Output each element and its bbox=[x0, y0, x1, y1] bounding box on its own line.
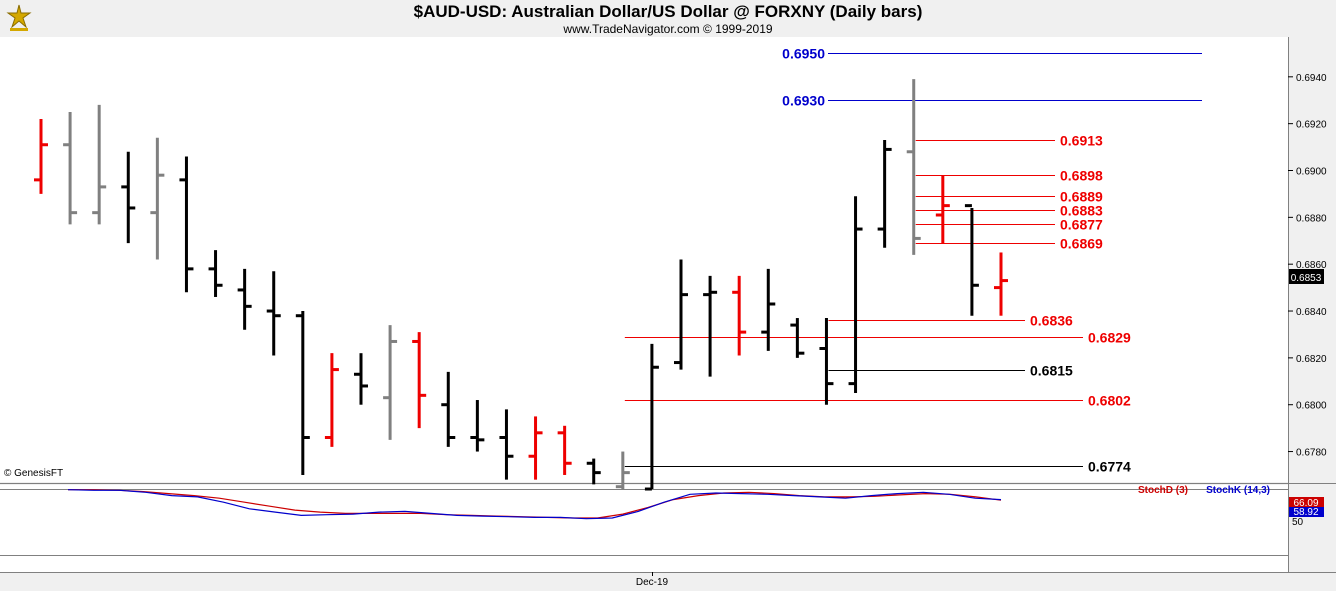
chart-header: $AUD-USD: Australian Dollar/US Dollar @ … bbox=[0, 0, 1336, 37]
ohlc-bar bbox=[121, 151, 136, 244]
price-axis-tick-label: 0.6780 bbox=[1296, 448, 1327, 459]
price-level: 0.6774 bbox=[624, 459, 1131, 475]
ohlc-bar bbox=[964, 204, 979, 316]
ohlc-bar bbox=[557, 425, 572, 475]
price-level: 0.6913 bbox=[915, 133, 1103, 149]
price-plot-area bbox=[0, 37, 1288, 482]
price-level-label: 0.6802 bbox=[1088, 393, 1131, 409]
price-axis-tick-label: 0.6840 bbox=[1296, 307, 1327, 318]
price-level: 0.6802 bbox=[624, 393, 1131, 409]
ohlc-bar bbox=[295, 311, 310, 475]
ohlc-bar bbox=[499, 409, 514, 480]
price-level-label: 0.6774 bbox=[1088, 459, 1131, 475]
price-level: 0.6836 bbox=[828, 313, 1073, 329]
ohlc-bar bbox=[674, 259, 688, 370]
stoch-d-legend: StochD (3) bbox=[1138, 485, 1188, 496]
price-axis-tick-label: 0.6860 bbox=[1296, 260, 1327, 271]
ohlc-bar bbox=[383, 325, 398, 440]
ohlc-bar bbox=[615, 451, 630, 490]
ohlc-bar bbox=[703, 275, 718, 377]
ohlc-bar bbox=[528, 416, 543, 480]
price-level-label: 0.6815 bbox=[1030, 363, 1073, 379]
price-level-label: 0.6836 bbox=[1030, 313, 1073, 329]
ohlc-bar bbox=[761, 268, 776, 351]
price-axis-tick-label: 0.6940 bbox=[1296, 73, 1327, 84]
stoch-d-last-box bbox=[1289, 497, 1324, 508]
price-axis-tick-label: 0.6800 bbox=[1296, 401, 1327, 412]
stoch-d-last-label: 66.09 bbox=[1293, 498, 1318, 509]
ohlc-bar bbox=[935, 175, 950, 244]
ohlc-bar bbox=[92, 104, 107, 225]
ohlc-bar bbox=[237, 268, 252, 330]
price-level-label: 0.6869 bbox=[1060, 236, 1103, 252]
price-level: 0.6877 bbox=[915, 217, 1103, 233]
ohlc-bar bbox=[34, 118, 48, 194]
stoch-k-last-box bbox=[1289, 507, 1324, 517]
price-level: 0.6898 bbox=[915, 168, 1103, 184]
stochastic-lines bbox=[67, 489, 1002, 520]
ohlc-bar bbox=[324, 353, 339, 447]
ohlc-bar bbox=[63, 111, 78, 225]
last-price-box bbox=[1289, 269, 1324, 284]
ohlc-bar bbox=[906, 79, 921, 255]
price-level: 0.6889 bbox=[915, 189, 1103, 205]
stoch-k-last-label: 58.92 bbox=[1293, 507, 1318, 518]
ohlc-bar bbox=[819, 318, 834, 405]
ohlc-bar bbox=[150, 137, 165, 260]
price-axis-tick-label: 0.6920 bbox=[1296, 120, 1327, 131]
price-level: 0.6930 bbox=[782, 93, 1202, 109]
ohlc-bars bbox=[34, 79, 1008, 491]
ohlc-bar bbox=[732, 275, 747, 356]
ohlc-bar bbox=[586, 458, 601, 485]
ohlc-bar bbox=[848, 196, 863, 393]
price-axis-tick-label: 0.6820 bbox=[1296, 354, 1327, 365]
ohlc-bar bbox=[994, 252, 1008, 316]
price-level: 0.6815 bbox=[828, 363, 1073, 379]
ohlc-bar bbox=[790, 318, 805, 358]
price-level: 0.6883 bbox=[915, 203, 1103, 219]
ohlc-bar bbox=[470, 400, 485, 452]
stoch-k-legend: StochK (14,3) bbox=[1206, 485, 1270, 496]
price-axis-tick-label: 0.6900 bbox=[1296, 167, 1327, 178]
price-level-label: 0.6877 bbox=[1060, 217, 1103, 233]
price-axis: 0.6940 0.6920 0.6900 0.6880 0.6860 0.6840 0.68… bbox=[1288, 73, 1327, 459]
x-axis-label: Dec-19 bbox=[636, 577, 669, 588]
stoch-k-line bbox=[67, 489, 1002, 520]
price-level: 0.6950 bbox=[782, 46, 1202, 62]
ohlc-bar bbox=[179, 156, 194, 293]
price-level-label: 0.6889 bbox=[1060, 189, 1103, 205]
price-level-label: 0.6913 bbox=[1060, 133, 1103, 149]
ohlc-bar bbox=[441, 371, 456, 447]
price-levels: 0.69500.69300.69130.68980.68890.68830.68… bbox=[624, 46, 1202, 475]
chart-subtitle: www.TradeNavigator.com © 1999-2019 bbox=[563, 22, 773, 36]
ohlc-bar bbox=[644, 343, 659, 491]
price-level-label: 0.6883 bbox=[1060, 203, 1103, 219]
price-level: 0.6869 bbox=[915, 236, 1103, 252]
genesis-watermark: © GenesisFT bbox=[4, 468, 64, 479]
last-price-label: 0.6853 bbox=[1291, 273, 1322, 284]
ohlc-bar bbox=[412, 332, 427, 429]
chart-title: $AUD-USD: Australian Dollar/US Dollar @ … bbox=[413, 2, 923, 21]
price-level-label: 0.6829 bbox=[1088, 330, 1131, 346]
price-level-label: 0.6930 bbox=[782, 93, 825, 109]
trade-navigator-logo-icon bbox=[6, 4, 32, 31]
ohlc-bar bbox=[877, 140, 892, 248]
price-level-label: 0.6950 bbox=[782, 46, 825, 62]
ohlc-bar bbox=[354, 353, 368, 405]
stoch-axis-tick: 50 bbox=[1292, 517, 1304, 528]
price-level: 0.6829 bbox=[624, 330, 1131, 346]
ohlc-bar bbox=[266, 271, 281, 356]
ohlc-bar bbox=[208, 250, 223, 297]
stochastic-plot-area bbox=[0, 485, 1288, 572]
price-level-label: 0.6898 bbox=[1060, 168, 1103, 184]
price-axis-tick-label: 0.6880 bbox=[1296, 213, 1327, 224]
